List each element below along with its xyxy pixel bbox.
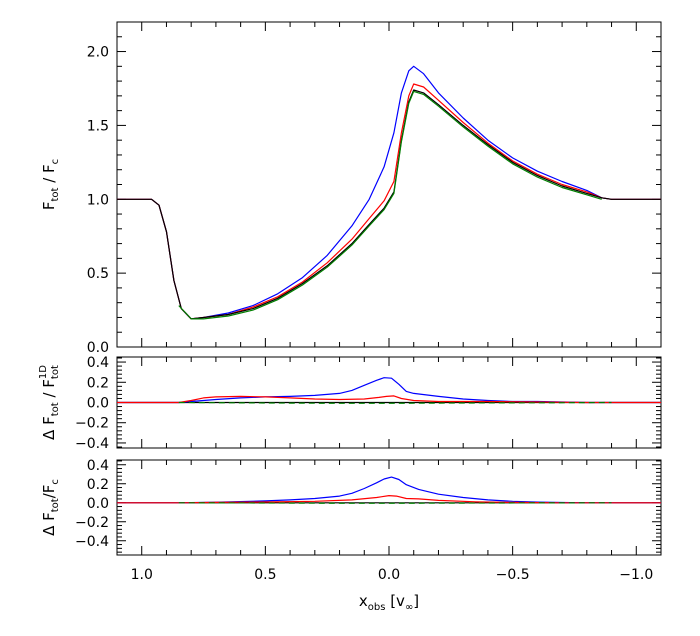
- y-axis-label: Δ Ftot/Fc: [40, 479, 61, 536]
- y-axis-label-part: Δ F: [40, 416, 58, 440]
- panel-bottom: −0.4 −0.2 0.0 0.2 0.4 Δ Ftot/Fc 1.0 0.5 0.0 −0.5 −…: [40, 458, 662, 583]
- x-tick-label: −0.5: [496, 567, 530, 583]
- x-tick-label: 0.0: [378, 567, 400, 583]
- y-tick-label: −0.2: [75, 515, 109, 531]
- y-tick-label: 0.2: [87, 477, 109, 493]
- y-axis-label-part: /F: [40, 485, 58, 499]
- panel-frame: [116, 459, 662, 556]
- y-tick-label: 0.0: [87, 496, 109, 512]
- y-tick-label: 0.4: [87, 355, 109, 371]
- panel-middle: −0.4−0.20.00.20.4Δ Ftot / Ftot1D: [38, 355, 662, 452]
- x-tick-label: 0.5: [254, 567, 276, 583]
- y-tick-label: 0.4: [87, 458, 109, 474]
- y-axis-label-part: tot: [50, 402, 61, 416]
- y-axis-label: Δ Ftot / Ftot1D: [38, 365, 61, 440]
- y-tick-label: 2.0: [87, 45, 109, 61]
- series-line-3: [178, 401, 612, 404]
- y-tick-label: −0.4: [75, 534, 109, 550]
- x-axis-title-part: [v: [385, 592, 405, 610]
- series-line-1: [117, 476, 661, 504]
- y-tick-label: −0.2: [75, 416, 109, 432]
- series-line-3: [178, 502, 612, 504]
- y-tick-label: 1.0: [87, 192, 109, 208]
- x-axis-title-part: ]: [413, 592, 419, 610]
- y-axis-label-part: Δ F: [40, 512, 58, 536]
- y-axis-label-part: c: [50, 479, 61, 485]
- x-tick-label: −1.0: [619, 567, 653, 583]
- series-line-2: [117, 495, 661, 504]
- y-axis-label-part: / F: [40, 164, 58, 187]
- y-axis-label-part: tot: [50, 187, 61, 201]
- x-axis-label: xobs [v∞]: [359, 592, 419, 613]
- y-tick-label: −0.4: [75, 436, 109, 452]
- panel-top: 0.0 0.5 1.0 1.5 2.0 Ftot / Fc: [40, 21, 662, 356]
- series-line-3: [178, 90, 602, 320]
- y-axis-label-part: 1D: [38, 365, 49, 379]
- x-axis-title-part: x: [359, 592, 368, 610]
- y-axis-label-part: c: [50, 159, 61, 165]
- y-tick-label: 1.5: [87, 118, 109, 134]
- x-axis-title: xobs [v∞]: [359, 592, 419, 613]
- x-axis-title-part: ∞: [405, 602, 413, 613]
- y-axis-label-part: F: [40, 202, 58, 211]
- panel-frame: [116, 21, 662, 348]
- x-axis-title-part: obs: [368, 602, 386, 613]
- y-tick-label: 0.5: [87, 266, 109, 282]
- y-tick-label: 0.0: [87, 396, 109, 412]
- y-axis-label-part: tot: [50, 365, 61, 379]
- y-tick-label: 0.0: [87, 340, 109, 356]
- x-tick-label: 1.0: [131, 567, 153, 583]
- y-tick-label: 0.2: [87, 375, 109, 391]
- y-axis-label: Ftot / Fc: [40, 159, 61, 210]
- series-line-2: [117, 89, 661, 320]
- y-axis-label-part: tot: [50, 498, 61, 512]
- series-line-2: [117, 395, 661, 404]
- y-axis-label-part: / F: [40, 379, 58, 402]
